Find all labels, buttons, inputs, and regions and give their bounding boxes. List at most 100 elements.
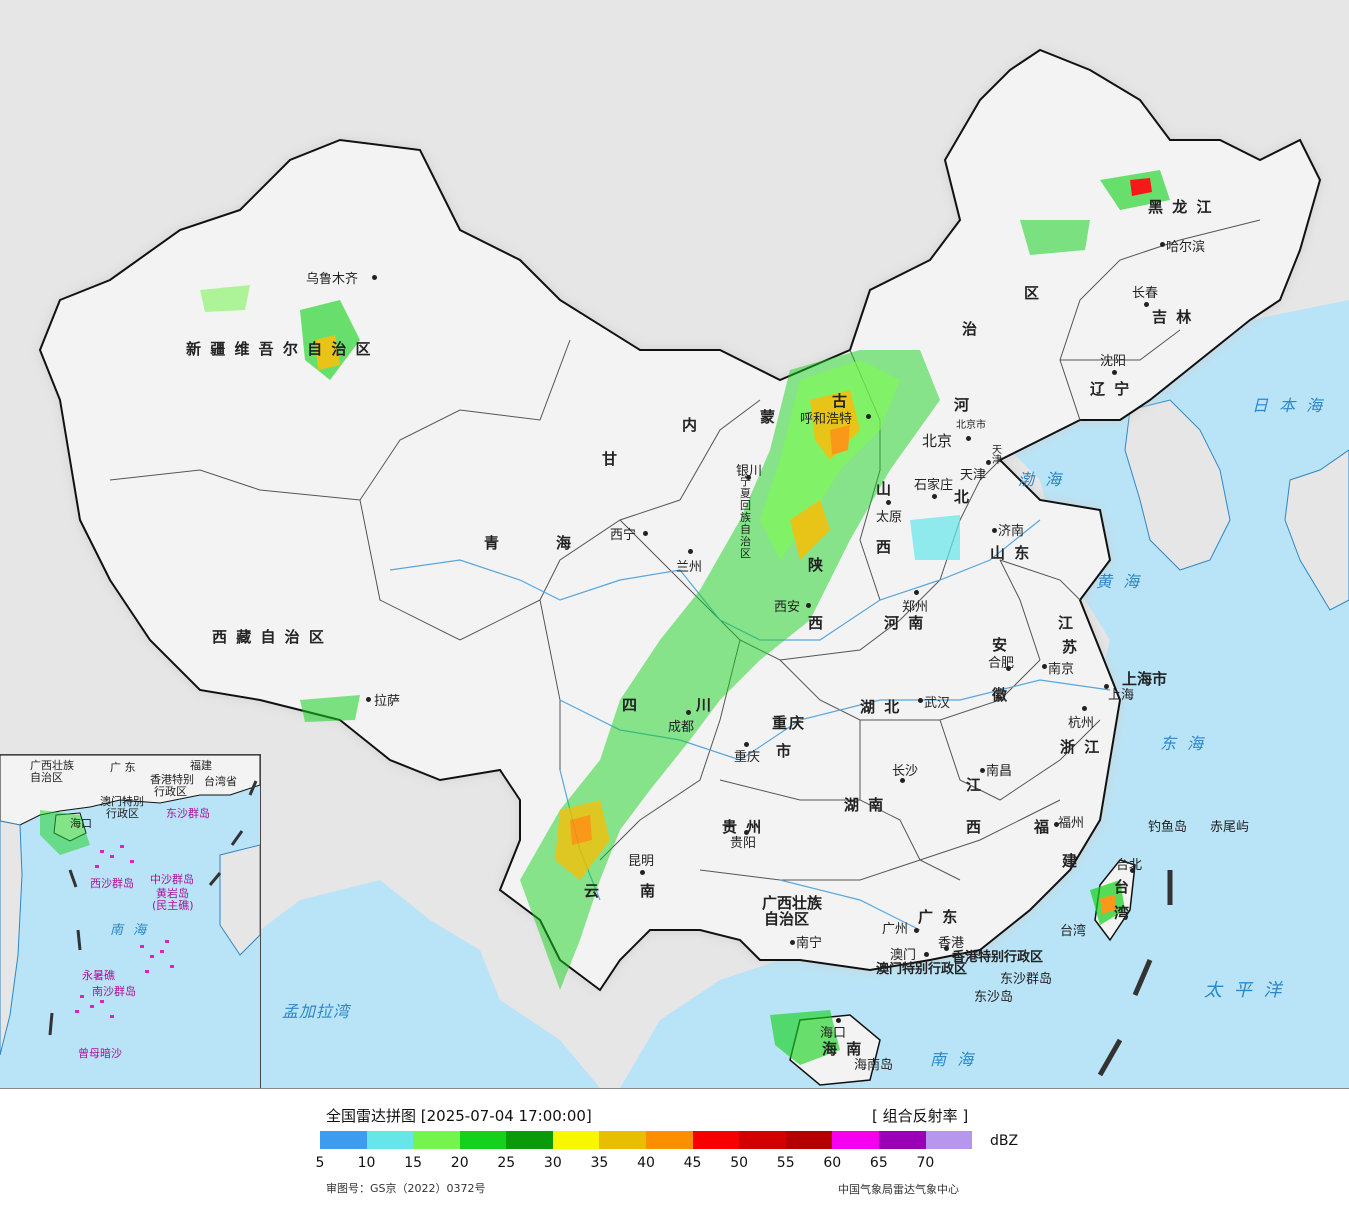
- city-fuzhou: 福州: [1058, 816, 1085, 831]
- province-guangdong: 广 东: [918, 908, 960, 926]
- sea-japan: 日 本 海: [1252, 396, 1326, 415]
- south-china-sea-inset: 广西壮族 自治区 广 东 福建 香港特别 行政区 澳门特别 行政区 台湾省 东沙…: [0, 754, 261, 1088]
- inset-guangxi-2: 自治区: [30, 771, 63, 784]
- province-hubei: 湖 北: [860, 698, 902, 716]
- city-tianjin: 天津: [960, 468, 987, 483]
- province-yunnan-2: 南: [640, 882, 658, 900]
- legend-tick-label: 60: [823, 1155, 842, 1171]
- legend-swatch: [552, 1131, 600, 1149]
- rivers: [389, 519, 1111, 931]
- korea-land: [1124, 399, 1231, 571]
- city-yinchuan: 银川: [736, 464, 763, 479]
- map-graphic: [38, 48, 1349, 1088]
- province-jiangxi-1: 江: [966, 776, 984, 794]
- inset-taiwan: 台湾省: [204, 775, 237, 788]
- inset-hk: 香港特别: [150, 773, 194, 786]
- province-taiwan-1: 台: [1114, 878, 1132, 896]
- city-beijing: 北京: [922, 432, 953, 450]
- city-zhengzhou: 郑州: [902, 600, 929, 615]
- province-shanghai: 上海市: [1122, 670, 1168, 688]
- province-jiangxi-2: 西: [966, 818, 984, 836]
- legend-swatch: [832, 1131, 879, 1149]
- city-xian: 西安: [774, 600, 801, 615]
- province-chongqing-1: 重庆: [772, 714, 807, 732]
- city-shijiazhuang: 石家庄: [914, 478, 954, 493]
- legend-tick-label: 30: [543, 1155, 562, 1171]
- province-qinghai-1: 青: [484, 534, 502, 552]
- province-liaoning: 辽 宁: [1090, 380, 1132, 398]
- province-qinghai-2: 海: [556, 534, 574, 552]
- legend-tick-label: 15: [404, 1155, 423, 1171]
- province-yunnan-1: 云: [584, 882, 602, 900]
- province-fujian-1: 福: [1034, 818, 1052, 836]
- legend-swatch: [320, 1131, 367, 1149]
- inset-zhongsha: 中沙群岛: [150, 873, 194, 886]
- sea-yellow: 黄 海: [1096, 572, 1143, 591]
- dongsha-island: 东沙岛: [974, 990, 1014, 1005]
- radar-echoes: [200, 170, 1170, 1065]
- city-lhasa: 拉萨: [374, 694, 401, 709]
- province-shanxi-1: 山: [876, 480, 894, 498]
- chiwei-islet: 赤尾屿: [1210, 820, 1250, 835]
- legend-swatch: [878, 1131, 926, 1149]
- legend-swatch: [459, 1131, 507, 1149]
- diaoyu-island: 钓鱼岛: [1148, 820, 1188, 835]
- province-fujian-2: 建: [1062, 852, 1080, 870]
- province-xinjiang: 新 疆 维 吾 尔 自 治 区: [186, 340, 373, 358]
- province-hebei-1: 河: [954, 396, 972, 414]
- city-kunming: 昆明: [628, 854, 655, 869]
- province-sichuan-2: 川: [696, 696, 714, 714]
- sea-pacific: 太 平 洋: [1204, 980, 1285, 1001]
- city-guangzhou: 广州: [882, 922, 909, 937]
- city-jinan: 济南: [998, 524, 1025, 539]
- japan-land: [1284, 449, 1349, 611]
- legend-tick-label: 20: [450, 1155, 469, 1171]
- province-guizhou: 贵 州: [722, 818, 764, 836]
- legend-swatch: [785, 1131, 833, 1149]
- legend-tick-label: 25: [497, 1155, 516, 1171]
- city-tianjin-tiny: 天津: [992, 445, 1002, 466]
- legend-tick-label: 70: [916, 1155, 935, 1171]
- legend-tick-label: 65: [869, 1155, 888, 1171]
- city-changchun: 长春: [1132, 286, 1159, 301]
- legend-tick-label: 35: [590, 1155, 609, 1171]
- province-neimenggu-3: 古: [832, 392, 850, 410]
- legend-swatch: [646, 1131, 693, 1149]
- city-wuhan: 武汉: [924, 696, 951, 711]
- province-hunan: 湖 南: [844, 796, 886, 814]
- inset-guangdong: 广 东: [110, 761, 136, 774]
- dongsha-islands: 东沙群岛: [1000, 972, 1053, 987]
- province-anhui-1: 安: [992, 636, 1010, 654]
- legend-title: 全国雷达拼图 [2025-07-04 17:00:00]: [326, 1107, 592, 1125]
- province-shandong: 山 东: [990, 544, 1032, 562]
- province-ningxia: 宁夏回族自治区: [740, 475, 751, 560]
- macao-sar: 澳门特别行政区: [876, 962, 968, 977]
- inset-south-sea: 南 海: [110, 923, 150, 938]
- legend-swatch: [506, 1131, 553, 1149]
- legend-tick-label: 55: [776, 1155, 795, 1171]
- province-neimenggu-1: 内: [682, 416, 700, 434]
- sea-area-bengal: [200, 880, 600, 1088]
- city-taiyuan: 太原: [876, 510, 903, 525]
- province-shanxi-2: 西: [876, 538, 894, 556]
- china-mainland: [38, 48, 1322, 992]
- city-nanchang: 南昌: [986, 764, 1013, 779]
- province-heilongjiang: 黑 龙 江: [1148, 198, 1214, 216]
- boundary-dashes: [1097, 870, 1173, 1077]
- sea-east: 东 海: [1160, 734, 1207, 753]
- city-hohhot: 呼和浩特: [800, 412, 853, 427]
- inset-haikou: 海口: [70, 817, 92, 830]
- inset-macao: 澳门特别: [100, 795, 144, 808]
- city-shenyang: 沈阳: [1100, 354, 1127, 369]
- inset-huangyan-2: (民主礁): [152, 899, 194, 912]
- province-xizang: 西 藏 自 治 区: [212, 628, 326, 646]
- province-sichuan-1: 四: [622, 696, 640, 714]
- province-taiwan-2: 湾: [1114, 904, 1132, 922]
- legend-tick-label: 10: [357, 1155, 376, 1171]
- legend-swatch: [413, 1131, 460, 1149]
- city-hefei: 合肥: [988, 656, 1015, 671]
- province-anhui-2: 徽: [992, 686, 1010, 704]
- inset-yongshu: 永暑礁: [82, 969, 115, 982]
- inset-macao-2: 行政区: [106, 807, 139, 820]
